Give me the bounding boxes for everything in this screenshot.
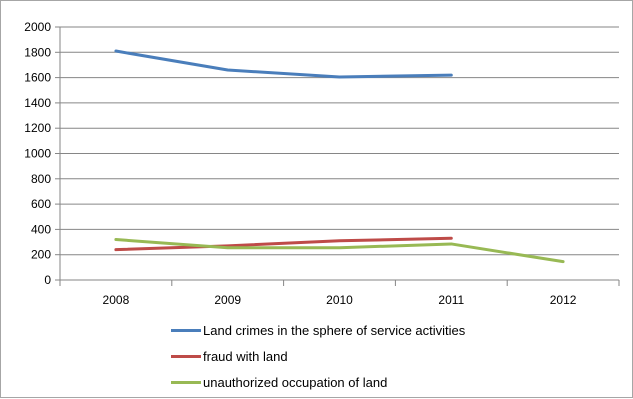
- x-tick-label-2010: 2010: [326, 293, 353, 307]
- x-tick-label-2008: 2008: [103, 293, 130, 307]
- x-tick-label-2011: 2011: [438, 293, 464, 307]
- gridlines: [60, 26, 619, 256]
- y-tick-label-600: 600: [31, 197, 51, 211]
- legend-label-fraud-with-land: fraud with land: [203, 348, 288, 364]
- y-tick-label-200: 200: [31, 248, 51, 262]
- series-line-0: [114, 49, 453, 79]
- legend-item-fraud-with-land: fraud with land: [171, 343, 465, 369]
- legend-label-service-land-crimes: Land crimes in the sphere of service act…: [203, 322, 466, 338]
- y-tick-label-800: 800: [31, 172, 51, 186]
- series-line-2: [114, 238, 565, 264]
- series-lines: [114, 49, 565, 264]
- x-tick-label-2009: 2009: [214, 293, 241, 307]
- axes: 0 200 400 600 800 1000 1200 1400 1600 1800 2000 200…: [24, 20, 620, 307]
- legend-item-service-land-crimes: Land crimes in the sphere of service act…: [171, 317, 465, 343]
- legend-swatch-unauthorized-occupation: [171, 380, 201, 384]
- legend-label-unauthorized-occupation: unauthorized occupation of land: [203, 374, 388, 390]
- legend-item-unauthorized-occupation: unauthorized occupation of land: [171, 369, 465, 395]
- legend-swatch-service-land-crimes: [171, 328, 201, 332]
- y-tick-label-1800: 1800: [24, 45, 51, 59]
- y-tick-label-400: 400: [31, 222, 51, 236]
- legend-swatch-fraud-with-land: [171, 354, 201, 358]
- y-tick-label-1400: 1400: [24, 96, 51, 110]
- x-tick-label-2012: 2012: [550, 293, 577, 307]
- legend: Land crimes in the sphere of service act…: [171, 317, 465, 395]
- y-tick-label-2000: 2000: [24, 20, 51, 34]
- y-tick-label-1200: 1200: [24, 121, 51, 135]
- y-tick-label-1600: 1600: [24, 71, 51, 85]
- y-tick-label-1000: 1000: [24, 147, 51, 161]
- y-tick-label-0: 0: [44, 273, 51, 287]
- series-line-1: [114, 236, 453, 252]
